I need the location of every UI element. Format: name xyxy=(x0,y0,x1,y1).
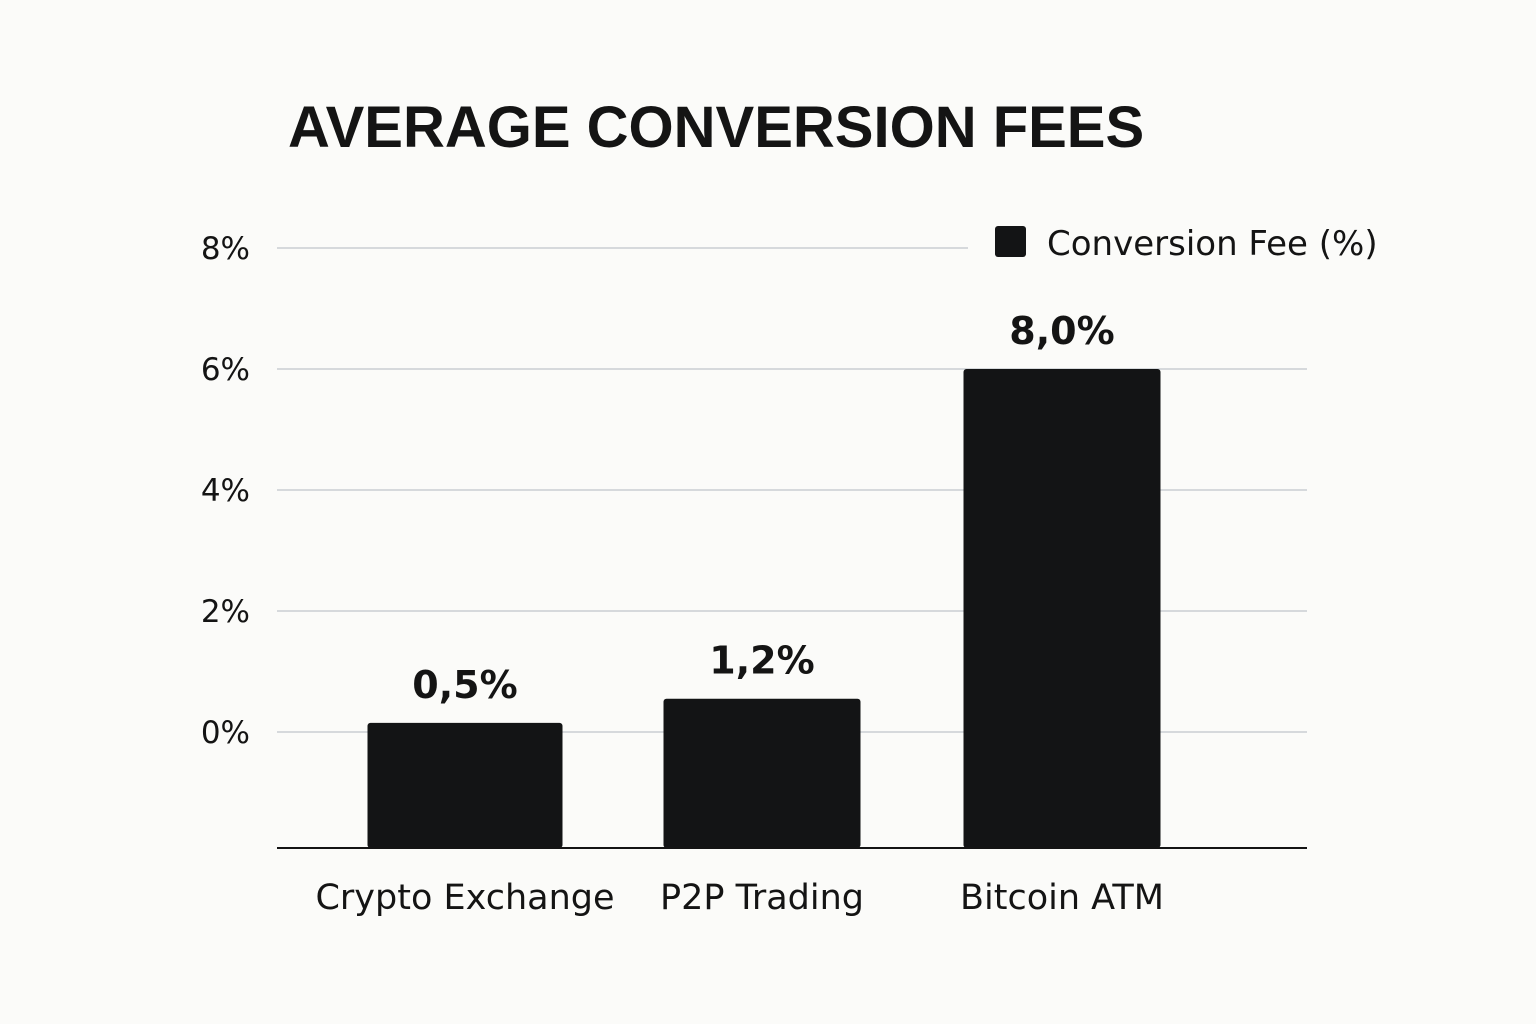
legend-label: Conversion Fee (%) xyxy=(1047,224,1378,264)
bar xyxy=(367,722,563,848)
y-tick-label: 6% xyxy=(201,352,250,388)
x-category-label: Crypto Exchange xyxy=(315,878,614,918)
data-label: 0,5% xyxy=(412,663,517,707)
y-tick-label: 2% xyxy=(201,594,250,630)
y-tick-label: 8% xyxy=(201,231,250,267)
legend-swatch xyxy=(995,226,1026,257)
data-label: 8,0% xyxy=(1009,309,1114,353)
x-axis-categories: Crypto Exchange P2P Trading Bitcoin ATM xyxy=(315,878,1164,918)
y-tick-label: 4% xyxy=(201,473,250,509)
bar xyxy=(963,369,1161,848)
data-label: 1,2% xyxy=(709,639,814,683)
bars xyxy=(367,369,1161,848)
x-category-label: P2P Trading xyxy=(660,878,864,918)
y-tick-label: 0% xyxy=(201,715,250,751)
bar xyxy=(663,698,861,848)
chart-title: AVERAGE CONVERSION FEES xyxy=(288,95,1144,160)
x-category-label: Bitcoin ATM xyxy=(960,878,1164,918)
data-labels: 0,5% 1,2% 8,0% xyxy=(412,309,1114,707)
legend: Conversion Fee (%) xyxy=(995,224,1378,264)
y-axis-ticks: 0% 2% 4% 6% 8% xyxy=(201,231,250,751)
